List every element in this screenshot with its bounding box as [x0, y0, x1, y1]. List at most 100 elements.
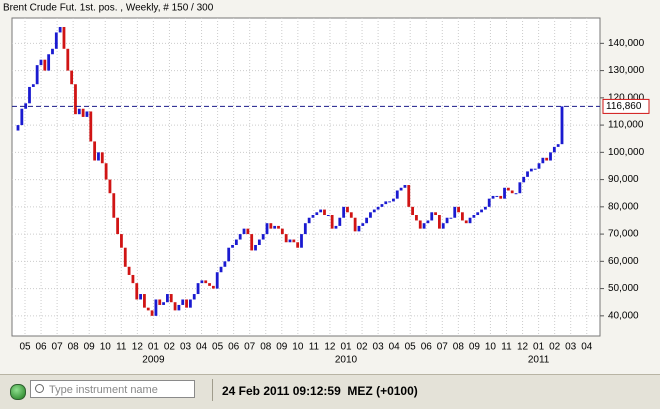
candle: [395, 190, 399, 199]
candle: [480, 209, 483, 213]
candle: [104, 163, 108, 180]
candle: [89, 111, 93, 142]
candle: [227, 247, 231, 262]
x-tick-label: 09: [84, 342, 96, 353]
x-tick-label: 06: [228, 342, 240, 353]
candle: [449, 217, 453, 219]
x-tick-label: 10: [485, 342, 497, 353]
x-tick-label: 07: [437, 342, 449, 353]
candle: [135, 283, 139, 300]
chart: Brent Crude Fut. 1st. pos. , Weekly, # 1…: [0, 0, 660, 374]
candle: [292, 239, 296, 243]
candle: [399, 187, 403, 191]
search-input[interactable]: Type instrument name: [30, 380, 195, 398]
candle: [47, 54, 51, 71]
candle: [62, 26, 66, 49]
candle: [20, 108, 24, 126]
candle: [143, 294, 146, 308]
candle: [154, 299, 158, 316]
candle: [529, 168, 533, 172]
candle: [472, 215, 476, 218]
candle: [357, 225, 361, 232]
candle: [411, 206, 414, 216]
x-tick-label: 04: [581, 342, 593, 353]
candle: [208, 283, 211, 286]
candle: [319, 209, 323, 213]
candle: [468, 217, 472, 224]
y-tick-label: 80,000: [608, 201, 639, 212]
candle: [58, 26, 62, 33]
candle: [311, 215, 315, 218]
candle: [495, 195, 499, 197]
candle: [365, 217, 369, 224]
x-tick-label: 05: [19, 342, 31, 353]
candle: [81, 108, 85, 117]
candle: [39, 59, 43, 66]
separator: [212, 379, 213, 401]
candle: [514, 193, 518, 195]
status-icon[interactable]: [10, 384, 26, 400]
x-tick-label: 08: [260, 342, 272, 353]
candle: [123, 247, 127, 267]
candle: [85, 111, 89, 117]
x-tick-label: 07: [244, 342, 256, 353]
candle: [169, 294, 173, 303]
candle: [476, 212, 480, 216]
x-tick-label: 07: [52, 342, 64, 353]
y-tick-label: 140,000: [608, 38, 645, 49]
x-tick-label: 04: [389, 342, 401, 353]
y-tick-label: 60,000: [608, 256, 639, 267]
x-tick-label: 02: [356, 342, 368, 353]
candle: [74, 84, 77, 115]
candle: [303, 223, 307, 235]
candle: [349, 212, 353, 218]
candle: [254, 244, 257, 251]
candle: [166, 294, 169, 303]
candle: [330, 215, 334, 229]
candle: [66, 48, 70, 71]
x-tick-label: 05: [405, 342, 417, 353]
x-tick-label: 06: [35, 342, 47, 353]
candle: [162, 302, 165, 305]
y-tick-label: 90,000: [608, 174, 639, 185]
x-tick-label: 05: [212, 342, 224, 353]
candle: [510, 190, 514, 194]
candle: [545, 157, 549, 161]
candle: [31, 84, 35, 87]
candle: [338, 217, 342, 226]
candle: [246, 228, 250, 235]
candle: [300, 234, 303, 248]
candle: [533, 168, 537, 170]
x-tick-label: 09: [276, 342, 288, 353]
candle: [120, 234, 123, 248]
candle: [265, 223, 269, 235]
candle: [35, 65, 39, 85]
x-tick-label: 10: [100, 342, 112, 353]
candle: [487, 198, 491, 207]
candle: [257, 239, 261, 245]
x-tick-label: 12: [132, 342, 144, 353]
x-tick-label: 03: [565, 342, 577, 353]
candle: [24, 103, 28, 109]
candle: [380, 204, 384, 207]
candle: [369, 212, 372, 218]
timestamp: 24 Feb 2011 09:12:59 MEZ (+0100): [222, 384, 418, 398]
y-tick-label: 40,000: [608, 310, 639, 321]
candle: [296, 242, 300, 248]
candle: [146, 307, 150, 311]
candle: [200, 280, 204, 284]
candle: [441, 223, 445, 229]
candle: [334, 225, 338, 229]
candle: [116, 217, 120, 235]
candle: [560, 106, 564, 145]
candle: [28, 86, 31, 104]
candle: [219, 266, 223, 273]
candle: [284, 234, 288, 243]
candle: [242, 228, 246, 235]
candle: [238, 234, 242, 240]
candle: [353, 217, 357, 232]
candle: [51, 48, 54, 55]
candle: [407, 185, 411, 207]
candle: [185, 299, 188, 308]
candle: [403, 185, 407, 188]
